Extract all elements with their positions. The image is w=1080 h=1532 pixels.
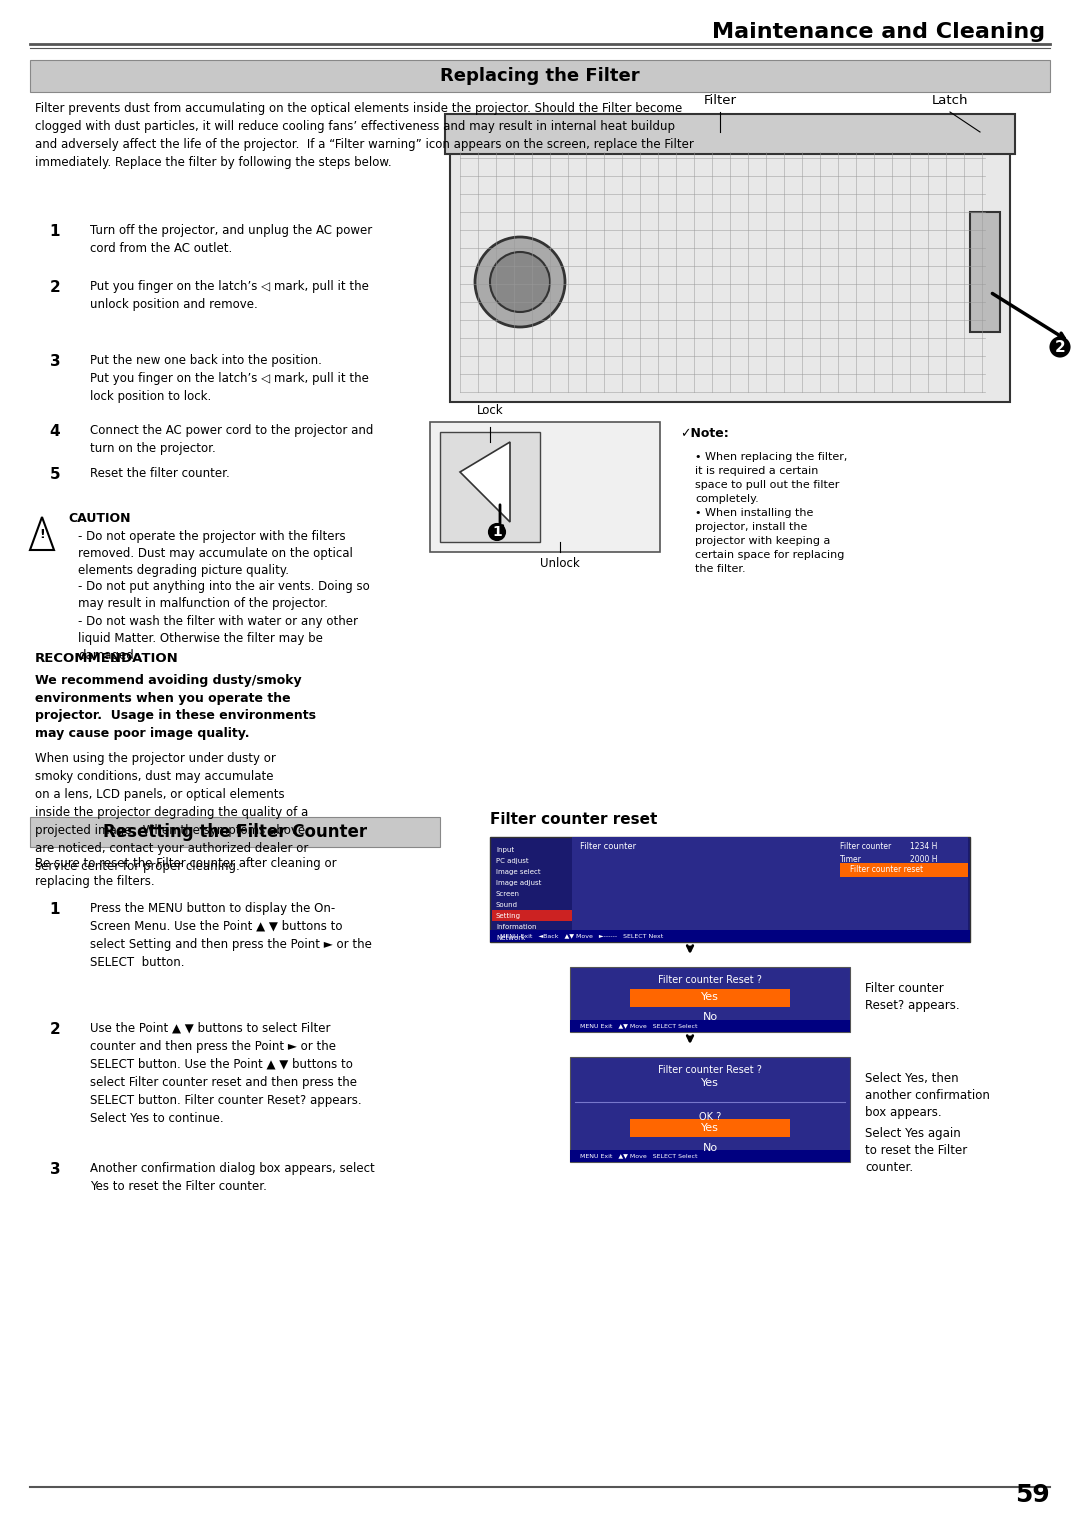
Text: Filter counter reset: Filter counter reset <box>490 812 658 827</box>
Text: Image adjust: Image adjust <box>496 879 541 885</box>
FancyBboxPatch shape <box>492 910 572 921</box>
Text: 5: 5 <box>50 467 60 483</box>
Polygon shape <box>30 516 54 550</box>
Text: 1: 1 <box>50 902 60 918</box>
Text: 59: 59 <box>1015 1483 1050 1507</box>
FancyBboxPatch shape <box>490 930 970 942</box>
FancyBboxPatch shape <box>572 836 968 942</box>
Text: Another confirmation dialog box appears, select
Yes to reset the Filter counter.: Another confirmation dialog box appears,… <box>90 1161 375 1193</box>
Text: 3: 3 <box>50 1161 60 1177</box>
Text: MENU Exit   ▲▼ Move   SELECT Select: MENU Exit ▲▼ Move SELECT Select <box>580 1154 698 1158</box>
FancyBboxPatch shape <box>570 967 850 1033</box>
Text: RECOMMENDATION: RECOMMENDATION <box>35 653 179 665</box>
Text: Filter counter: Filter counter <box>840 843 891 850</box>
Text: 2: 2 <box>50 1022 60 1037</box>
Text: MENU Exit   ◄Back   ▲▼ Move   ►------   SELECT Next: MENU Exit ◄Back ▲▼ Move ►------ SELECT N… <box>500 933 663 939</box>
Text: - Do not operate the projector with the filters
removed. Dust may accumulate on : - Do not operate the projector with the … <box>78 530 353 578</box>
Text: OK ?: OK ? <box>699 1112 721 1121</box>
Text: 1: 1 <box>492 525 502 539</box>
FancyBboxPatch shape <box>30 817 440 847</box>
Text: Be sure to reset the Filter counter after cleaning or
replacing the filters.: Be sure to reset the Filter counter afte… <box>35 856 337 889</box>
Text: 1: 1 <box>50 224 60 239</box>
Text: 2: 2 <box>1055 340 1065 354</box>
Text: Turn off the projector, and unplug the AC power
cord from the AC outlet.: Turn off the projector, and unplug the A… <box>90 224 373 254</box>
Text: Reset the filter counter.: Reset the filter counter. <box>90 467 230 480</box>
Text: No: No <box>702 1013 717 1022</box>
Text: 1234 H: 1234 H <box>910 843 937 850</box>
FancyBboxPatch shape <box>430 421 660 552</box>
FancyBboxPatch shape <box>630 1010 789 1026</box>
Text: Maintenance and Cleaning: Maintenance and Cleaning <box>712 21 1045 41</box>
FancyBboxPatch shape <box>490 836 970 942</box>
Text: Latch: Latch <box>932 93 969 107</box>
Text: MENU Exit   ▲▼ Move   SELECT Select: MENU Exit ▲▼ Move SELECT Select <box>580 1023 698 1028</box>
Text: Unlock: Unlock <box>540 558 580 570</box>
Text: Yes: Yes <box>701 1123 719 1134</box>
Text: Select Yes, then
another confirmation
box appears.: Select Yes, then another confirmation bo… <box>865 1072 990 1118</box>
FancyBboxPatch shape <box>630 1138 789 1157</box>
Text: Yes: Yes <box>701 993 719 1002</box>
Text: Lock: Lock <box>476 404 503 417</box>
Text: Resetting the Filter Counter: Resetting the Filter Counter <box>103 823 367 841</box>
FancyBboxPatch shape <box>445 113 1015 155</box>
Text: Filter counter Reset ?: Filter counter Reset ? <box>658 1065 761 1075</box>
Text: Image select: Image select <box>496 869 541 875</box>
Text: 3: 3 <box>50 354 60 369</box>
FancyBboxPatch shape <box>450 142 1010 401</box>
Text: Replacing the Filter: Replacing the Filter <box>441 67 639 84</box>
Text: - Do not wash the filter with water or any other
liquid Matter. Otherwise the fi: - Do not wash the filter with water or a… <box>78 614 357 662</box>
FancyBboxPatch shape <box>630 1074 789 1092</box>
FancyBboxPatch shape <box>30 60 1050 92</box>
Text: No: No <box>702 1143 717 1154</box>
FancyBboxPatch shape <box>570 1151 850 1161</box>
FancyBboxPatch shape <box>840 863 968 876</box>
Text: When using the projector under dusty or
smoky conditions, dust may accumulate
on: When using the projector under dusty or … <box>35 752 309 873</box>
FancyBboxPatch shape <box>440 432 540 542</box>
Text: Press the MENU button to display the On-
Screen Menu. Use the Point ▲ ▼ buttons : Press the MENU button to display the On-… <box>90 902 372 970</box>
Text: 4: 4 <box>50 424 60 440</box>
Polygon shape <box>460 443 510 522</box>
Text: Put you finger on the latch’s ◁ mark, pull it the
unlock position and remove.: Put you finger on the latch’s ◁ mark, pu… <box>90 280 369 311</box>
Text: We recommend avoiding dusty/smoky
environments when you operate the
projector.  : We recommend avoiding dusty/smoky enviro… <box>35 674 316 740</box>
Text: Connect the AC power cord to the projector and
turn on the projector.: Connect the AC power cord to the project… <box>90 424 374 455</box>
Text: Select Yes again
to reset the Filter
counter.: Select Yes again to reset the Filter cou… <box>865 1128 968 1174</box>
Text: Yes: Yes <box>701 1079 719 1088</box>
Text: 2: 2 <box>50 280 60 296</box>
FancyBboxPatch shape <box>970 211 1000 332</box>
Text: Sound: Sound <box>496 902 518 908</box>
Text: Use the Point ▲ ▼ buttons to select Filter
counter and then press the Point ► or: Use the Point ▲ ▼ buttons to select Filt… <box>90 1022 362 1124</box>
Text: CAUTION: CAUTION <box>68 512 131 525</box>
Circle shape <box>490 251 550 313</box>
Text: • When replacing the filter,
it is required a certain
space to pull out the filt: • When replacing the filter, it is requi… <box>696 452 848 574</box>
FancyBboxPatch shape <box>630 990 789 1007</box>
Text: Filter counter Reset ?: Filter counter Reset ? <box>658 974 761 985</box>
Text: Timer: Timer <box>840 855 862 864</box>
Text: Filter: Filter <box>703 93 737 107</box>
Text: Information: Information <box>496 924 537 930</box>
Text: Filter prevents dust from accumulating on the optical elements inside the projec: Filter prevents dust from accumulating o… <box>35 103 693 169</box>
Text: Filter counter: Filter counter <box>580 843 636 850</box>
Text: PC adjust: PC adjust <box>496 858 528 864</box>
Text: Filter counter reset: Filter counter reset <box>850 864 923 873</box>
Text: Filter counter
Reset? appears.: Filter counter Reset? appears. <box>865 982 960 1013</box>
Text: Setting: Setting <box>496 913 521 919</box>
Text: Put the new one back into the position.
Put you finger on the latch’s ◁ mark, pu: Put the new one back into the position. … <box>90 354 369 403</box>
FancyBboxPatch shape <box>570 1057 850 1161</box>
Text: - Do not put anything into the air vents. Doing so
may result in malfunction of : - Do not put anything into the air vents… <box>78 581 369 610</box>
Text: 2000 H: 2000 H <box>910 855 937 864</box>
Text: Input: Input <box>496 847 514 853</box>
FancyBboxPatch shape <box>630 1118 789 1137</box>
FancyBboxPatch shape <box>570 1020 850 1033</box>
Circle shape <box>475 237 565 326</box>
Text: ✓Note:: ✓Note: <box>680 427 729 440</box>
Text: Screen: Screen <box>496 892 519 898</box>
Text: !: ! <box>39 527 45 541</box>
Text: Network: Network <box>496 935 525 941</box>
